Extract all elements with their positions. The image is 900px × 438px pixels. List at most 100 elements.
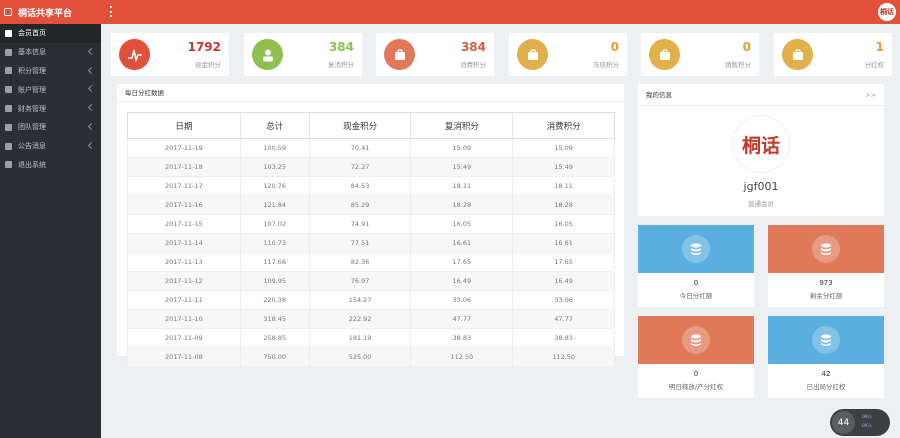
logout-icon bbox=[5, 161, 12, 169]
table-cell: 16.49 bbox=[410, 271, 513, 291]
table-cell: 318.45 bbox=[239, 309, 310, 329]
tile-label: 明日释放/产分红权 bbox=[668, 383, 724, 391]
table-cell: 258.85 bbox=[239, 328, 310, 348]
table-row: 2017-11-10 318.45 222.92 47.77 47.77 bbox=[127, 309, 615, 329]
tile-label: 剩余分红额 bbox=[809, 292, 843, 300]
table-cell: 85.29 bbox=[308, 195, 411, 215]
stat-label: 复消积分 bbox=[328, 61, 354, 69]
sidebar-item-3[interactable]: 账户管理 bbox=[0, 80, 101, 99]
header-avatar[interactable]: 桐话 bbox=[878, 3, 896, 21]
table-cell: 220.38 bbox=[239, 290, 310, 310]
folder-icon bbox=[5, 142, 12, 150]
table-row: 2017-11-08 750.00 525.00 112.50 112.50 bbox=[127, 347, 615, 367]
stat-value: 0 bbox=[610, 40, 619, 54]
table-cell: 525.00 bbox=[308, 347, 411, 367]
table-cell: 112.50 bbox=[410, 347, 513, 367]
network-speed-badge[interactable]: 44 0K/s 0K/s bbox=[830, 409, 890, 436]
stat-card: 1792 现金积分 bbox=[111, 33, 229, 76]
table-cell: 47.77 bbox=[410, 309, 513, 329]
sidebar-item-label: 积分管理 bbox=[18, 66, 46, 75]
tile-label: 今日分红额 bbox=[679, 292, 713, 300]
user-more-link[interactable]: >> bbox=[865, 91, 876, 99]
stat-value: 1792 bbox=[187, 40, 221, 54]
stat-value: 0 bbox=[742, 40, 751, 54]
brand[interactable]: 桐话共享平台 bbox=[0, 0, 101, 24]
table-row: 2017-11-18 103.25 72.27 15.49 15.49 bbox=[127, 157, 615, 177]
stat-label: 销售积分 bbox=[725, 61, 751, 69]
tile-value: 0 bbox=[693, 370, 699, 378]
stat-card: 0 销售积分 bbox=[641, 33, 759, 76]
user-avatar: 桐话 bbox=[732, 115, 790, 173]
table-cell: 112.50 bbox=[512, 347, 615, 367]
table-cell: 110.73 bbox=[239, 233, 310, 253]
table-cell: 750.00 bbox=[239, 347, 310, 367]
stat-card: 0 冻结积分 bbox=[509, 33, 627, 76]
table-cell: 15.09 bbox=[512, 138, 615, 158]
table-cell: 15.49 bbox=[512, 157, 615, 177]
column-header[interactable]: 日期 bbox=[127, 112, 241, 139]
table-cell: 2017-11-13 bbox=[127, 252, 241, 272]
sidebar-item-7[interactable]: 退出系统 bbox=[0, 156, 101, 175]
stat-label: 冻结积分 bbox=[593, 61, 619, 69]
sidebar-item-5[interactable]: 团队管理 bbox=[0, 118, 101, 137]
table-cell: 33.06 bbox=[512, 290, 615, 310]
table-cell: 84.53 bbox=[308, 176, 411, 196]
wallet-icon bbox=[5, 105, 12, 113]
sidebar-item-label: 会员首页 bbox=[18, 29, 46, 38]
top-bar: 桐话共享平台 桐话 bbox=[0, 0, 900, 24]
tile-value: 42 bbox=[821, 370, 831, 378]
table-cell: 2017-11-14 bbox=[127, 233, 241, 253]
table-cell: 154.27 bbox=[308, 290, 411, 310]
sidebar-item-0[interactable]: 会员首页 bbox=[0, 24, 101, 43]
sidebar-item-label: 基本信息 bbox=[18, 48, 46, 57]
table-row: 2017-11-19 100.59 70.41 15.09 15.09 bbox=[127, 138, 615, 158]
chart-icon bbox=[5, 67, 12, 75]
pulse-icon bbox=[119, 39, 150, 70]
table-cell: 76.97 bbox=[308, 271, 411, 291]
user-icon bbox=[252, 39, 283, 70]
stat-card: 1 分红权 bbox=[774, 33, 892, 76]
table-cell: 103.25 bbox=[239, 157, 310, 177]
table-cell: 16.49 bbox=[512, 271, 615, 291]
column-header[interactable]: 复消积分 bbox=[410, 112, 513, 139]
table-cell: 2017-11-18 bbox=[127, 157, 241, 177]
table-cell: 2017-11-16 bbox=[127, 195, 241, 215]
upload-speed: 0K/s bbox=[862, 415, 872, 420]
network-speed-value: 44 bbox=[832, 411, 855, 434]
sidebar-item-4[interactable]: 财务管理 bbox=[0, 99, 101, 118]
table-cell: 2017-11-15 bbox=[127, 214, 241, 234]
stat-card: 384 消费积分 bbox=[376, 33, 494, 76]
sidebar-item-2[interactable]: 积分管理 bbox=[0, 62, 101, 81]
brand-logo-icon bbox=[4, 8, 12, 16]
briefcase-icon bbox=[649, 39, 680, 70]
home-icon bbox=[5, 29, 12, 37]
table-cell: 107.02 bbox=[239, 214, 310, 234]
database-icon bbox=[812, 235, 840, 263]
table-cell: 222.92 bbox=[308, 309, 411, 329]
table-cell: 2017-11-19 bbox=[127, 138, 241, 158]
summary-tile: 42 已出局分红权 bbox=[768, 316, 884, 398]
stat-card: 384 复消积分 bbox=[244, 33, 362, 76]
table-cell: 2017-11-09 bbox=[127, 328, 241, 348]
download-speed: 0K/s bbox=[862, 424, 872, 429]
chevron-left-icon bbox=[87, 47, 96, 55]
table-cell: 77.51 bbox=[308, 233, 411, 253]
database-icon bbox=[812, 326, 840, 354]
summary-tile: 0 今日分红额 bbox=[638, 225, 754, 307]
sidebar-item-6[interactable]: 公告消息 bbox=[0, 137, 101, 156]
daily-dividend-panel: 每日分红数据 日期 总计 现金积分 复消积分 消费积分 2017-11-19 100.59… bbox=[117, 84, 624, 367]
table-row: 2017-11-13 117.66 82.36 17.65 17.65 bbox=[127, 252, 615, 272]
column-header[interactable]: 消费积分 bbox=[512, 112, 615, 139]
database-icon bbox=[682, 326, 710, 354]
column-header[interactable]: 总计 bbox=[239, 112, 310, 139]
summary-tile: 973 剩余分红额 bbox=[768, 225, 884, 307]
user-info-panel: 我的信息 >> 桐话 jgf001 普通会员 bbox=[638, 84, 884, 216]
menu-toggle-icon[interactable] bbox=[110, 6, 114, 17]
column-header[interactable]: 现金积分 bbox=[308, 112, 411, 139]
sidebar-item-1[interactable]: 基本信息 bbox=[0, 43, 101, 62]
table-row: 2017-11-12 109.95 76.97 16.49 16.49 bbox=[127, 271, 615, 291]
briefcase-icon bbox=[517, 39, 548, 70]
user-role: 普通会员 bbox=[748, 200, 774, 208]
sidebar-item-label: 公告消息 bbox=[18, 142, 46, 151]
brand-title: 桐话共享平台 bbox=[18, 8, 73, 19]
